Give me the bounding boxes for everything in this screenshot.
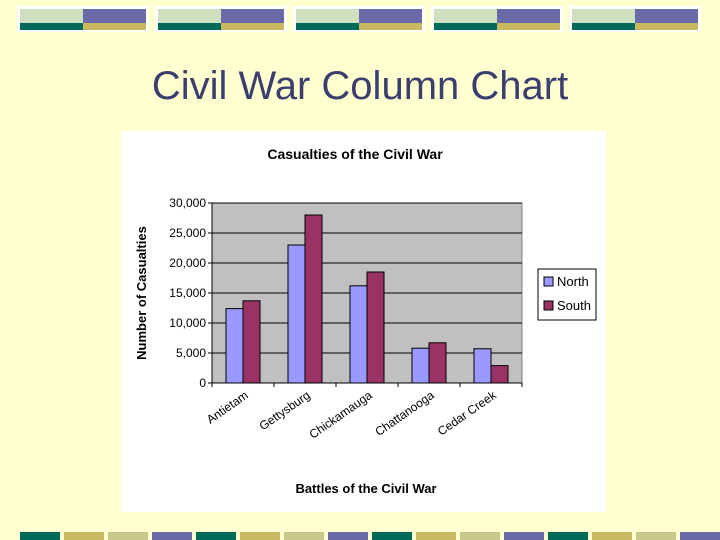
deco-block bbox=[64, 532, 104, 540]
y-tick-label: 30,000 bbox=[169, 196, 206, 210]
deco-block bbox=[108, 532, 148, 540]
bar-north-chattanooga bbox=[412, 348, 429, 383]
bar-north-gettysburg bbox=[288, 245, 305, 383]
legend-label-south: South bbox=[557, 298, 591, 313]
deco-block bbox=[20, 532, 60, 540]
deco-block bbox=[155, 6, 287, 32]
deco-block bbox=[460, 532, 500, 540]
deco-block bbox=[17, 6, 149, 32]
bottom-decorative-border bbox=[0, 532, 720, 540]
chart-legend: North South bbox=[538, 269, 596, 320]
deco-block bbox=[328, 532, 368, 540]
deco-block bbox=[284, 532, 324, 540]
top-decorative-border bbox=[0, 6, 720, 36]
deco-block bbox=[196, 532, 236, 540]
y-tick-label: 15,000 bbox=[169, 286, 206, 300]
x-tick-label: Chattanooga bbox=[372, 388, 437, 439]
bar-south-cedar-creek bbox=[491, 366, 508, 383]
deco-block bbox=[592, 532, 632, 540]
chart-panel: Casualties of the Civil War Number of Ca… bbox=[121, 131, 606, 512]
y-tick-label: 10,000 bbox=[169, 316, 206, 330]
x-tick-label: Chickamauga bbox=[307, 388, 375, 442]
plot-area: 0 5,000 10,000 15,000 20,000 25,000 30,000 Anti… bbox=[169, 196, 522, 442]
deco-block bbox=[636, 532, 676, 540]
legend-label-north: North bbox=[557, 274, 589, 289]
y-tick-label: 25,000 bbox=[169, 226, 206, 240]
deco-block bbox=[293, 6, 425, 32]
bar-south-antietam bbox=[243, 301, 260, 383]
bar-south-chattanooga bbox=[429, 343, 446, 383]
deco-block bbox=[431, 6, 563, 32]
bar-south-chickamauga bbox=[367, 272, 384, 383]
x-tick-label: Gettysburg bbox=[257, 388, 313, 433]
deco-block bbox=[569, 6, 701, 32]
slide-title: Civil War Column Chart bbox=[0, 64, 720, 109]
bar-south-gettysburg bbox=[305, 215, 322, 383]
bar-north-chickamauga bbox=[350, 286, 367, 383]
deco-block bbox=[680, 532, 720, 540]
x-tick-label: Cedar Creek bbox=[435, 387, 500, 438]
y-tick-label: 0 bbox=[199, 376, 206, 390]
x-axis-title: Battles of the Civil War bbox=[295, 481, 436, 496]
legend-swatch-north bbox=[544, 277, 553, 286]
y-axis-title: Number of Casualties bbox=[134, 226, 149, 360]
bar-north-antietam bbox=[226, 309, 243, 383]
y-tick-label: 20,000 bbox=[169, 256, 206, 270]
x-tick-label: Antietam bbox=[204, 388, 251, 427]
deco-block bbox=[240, 532, 280, 540]
deco-block bbox=[548, 532, 588, 540]
legend-swatch-south bbox=[544, 301, 553, 310]
deco-block bbox=[504, 532, 544, 540]
bar-north-cedar-creek bbox=[474, 349, 491, 383]
deco-block bbox=[416, 532, 456, 540]
y-tick-label: 5,000 bbox=[176, 346, 206, 360]
casualties-bar-chart: Casualties of the Civil War Number of Ca… bbox=[121, 131, 606, 512]
deco-block bbox=[372, 532, 412, 540]
deco-block bbox=[152, 532, 192, 540]
chart-title: Casualties of the Civil War bbox=[267, 146, 443, 162]
